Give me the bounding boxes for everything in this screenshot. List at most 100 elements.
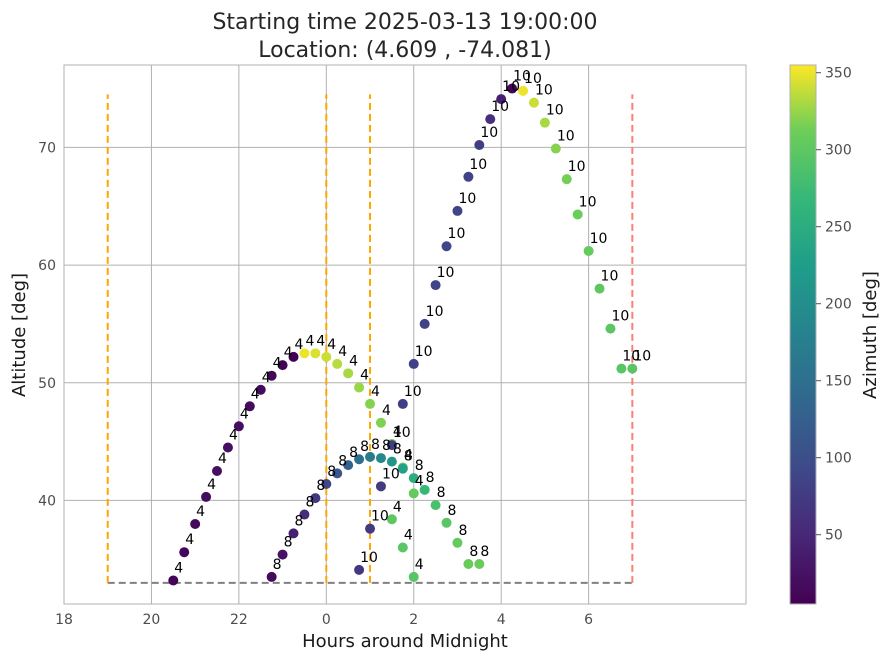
data-point <box>594 283 605 294</box>
point-label: 10 <box>491 99 509 115</box>
point-label: 4 <box>415 473 424 489</box>
point-label: 4 <box>207 477 216 493</box>
data-point <box>485 114 496 125</box>
data-point <box>397 542 408 553</box>
point-label: 10 <box>557 129 575 145</box>
data-point <box>561 174 572 185</box>
data-point <box>528 97 539 108</box>
data-point <box>463 171 474 182</box>
colorbar-tick-label: 250 <box>825 220 852 236</box>
point-label: 10 <box>611 309 629 325</box>
point-label: 10 <box>393 425 411 441</box>
data-point <box>354 454 365 465</box>
data-point <box>408 488 419 499</box>
data-point <box>222 442 233 453</box>
data-point <box>190 518 201 529</box>
point-label: 4 <box>316 333 325 349</box>
point-label: 4 <box>251 386 260 402</box>
data-point <box>288 351 299 362</box>
point-label: 10 <box>590 231 608 247</box>
data-point <box>288 528 299 539</box>
data-point <box>365 451 376 462</box>
data-point <box>474 558 485 569</box>
data-point <box>354 564 365 575</box>
y-tick-label: 50 <box>38 376 56 392</box>
point-label: 8 <box>327 464 336 480</box>
point-label: 8 <box>316 478 325 494</box>
point-label: 8 <box>382 438 391 454</box>
point-label: 8 <box>426 470 435 486</box>
point-label: 8 <box>404 449 413 465</box>
point-label: 10 <box>546 103 564 119</box>
point-label: 4 <box>327 337 336 353</box>
point-label: 8 <box>480 544 489 560</box>
data-point <box>408 473 419 484</box>
point-label: 10 <box>404 384 422 400</box>
colorbar-tick-label: 200 <box>825 297 852 313</box>
data-point <box>507 83 518 94</box>
point-label: 10 <box>601 269 619 285</box>
point-label: 4 <box>393 424 402 440</box>
data-points <box>168 83 638 586</box>
data-point <box>321 478 332 489</box>
colorbar <box>789 64 817 605</box>
data-point <box>375 453 386 464</box>
data-point <box>397 398 408 409</box>
data-point <box>550 143 561 154</box>
x-tick-label: 2 <box>409 612 418 628</box>
point-label: 4 <box>196 504 205 520</box>
point-label: 4 <box>349 353 358 369</box>
data-point <box>310 348 321 359</box>
data-point <box>233 421 244 432</box>
data-point <box>343 460 354 471</box>
point-label: 10 <box>622 349 640 365</box>
x-axis-label: Hours around Midnight <box>302 631 508 652</box>
data-point <box>332 468 343 479</box>
colorbar-tick-label: 50 <box>825 528 843 544</box>
data-point <box>255 384 266 395</box>
point-label: 10 <box>360 550 378 566</box>
data-point <box>441 517 452 528</box>
point-label: 10 <box>568 159 586 175</box>
data-point <box>408 571 419 582</box>
point-label: 10 <box>458 191 476 207</box>
data-point <box>343 368 354 379</box>
data-point <box>496 94 507 105</box>
data-point <box>266 571 277 582</box>
point-label: 4 <box>404 447 413 463</box>
data-point <box>605 323 616 334</box>
x-tick-label: 22 <box>230 612 248 628</box>
point-label: 4 <box>305 333 314 349</box>
data-point <box>266 370 277 381</box>
point-label: 8 <box>448 503 457 519</box>
point-label: 10 <box>502 79 520 95</box>
point-label: 4 <box>338 344 347 360</box>
data-point <box>365 398 376 409</box>
colorbar-ticks: 50 100 150 200 250 300 350 <box>816 66 852 544</box>
point-label: 10 <box>579 194 597 210</box>
colorbar-label: Azimuth [deg] <box>860 271 881 399</box>
colorbar-tick-label: 150 <box>825 374 852 390</box>
x-tick-label: 4 <box>497 612 506 628</box>
data-point <box>583 245 594 256</box>
data-point <box>244 401 255 412</box>
chart-subtitle: Location: (4.609 , -74.081) <box>258 38 552 63</box>
data-point <box>201 491 212 502</box>
data-point <box>452 537 463 548</box>
data-point <box>375 481 386 492</box>
grid-lines <box>63 65 746 604</box>
point-label: 8 <box>371 437 380 453</box>
point-label: 4 <box>229 427 238 443</box>
data-point <box>441 241 452 252</box>
data-point <box>539 117 550 128</box>
y-tick-label: 60 <box>38 258 56 274</box>
data-point <box>572 209 583 220</box>
point-label: 8 <box>393 442 402 458</box>
point-label: 4 <box>404 528 413 544</box>
data-point <box>452 205 463 216</box>
point-label: 4 <box>295 337 304 353</box>
data-point <box>168 575 179 586</box>
data-point <box>212 466 223 477</box>
chart-title: Starting time 2025-03-13 19:00:00 <box>212 10 597 35</box>
data-point <box>179 547 190 558</box>
